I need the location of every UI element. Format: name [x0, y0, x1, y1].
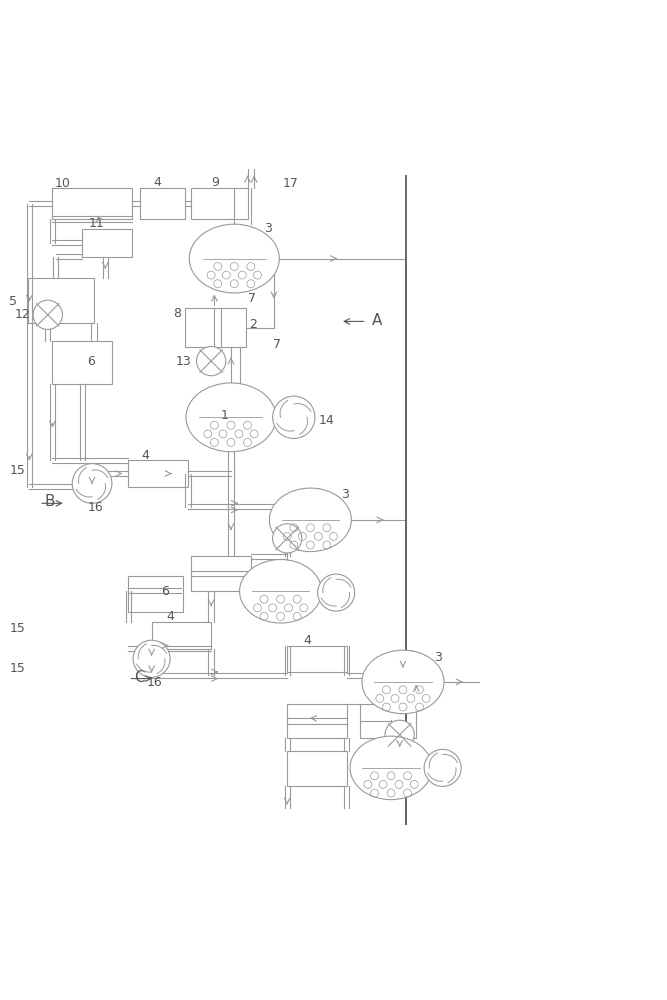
- Text: 1: 1: [221, 409, 229, 422]
- Text: 15: 15: [9, 662, 25, 675]
- Text: 2: 2: [249, 318, 257, 331]
- Bar: [185, 308, 245, 347]
- Ellipse shape: [189, 224, 279, 293]
- Text: B: B: [45, 494, 55, 509]
- Text: 7: 7: [273, 338, 281, 351]
- Bar: [53, 341, 112, 384]
- Circle shape: [273, 524, 301, 553]
- Ellipse shape: [186, 383, 276, 452]
- Ellipse shape: [350, 736, 432, 800]
- Bar: [151, 622, 211, 649]
- Bar: [82, 229, 132, 257]
- Text: A: A: [372, 313, 382, 328]
- Text: 9: 9: [211, 176, 219, 189]
- Bar: [129, 576, 183, 612]
- Text: 16: 16: [87, 501, 103, 514]
- Text: 6: 6: [87, 355, 95, 368]
- Circle shape: [385, 720, 414, 749]
- Text: C: C: [134, 670, 144, 685]
- Text: 10: 10: [55, 177, 70, 190]
- Text: 13: 13: [176, 355, 192, 368]
- Circle shape: [273, 396, 315, 438]
- Bar: [287, 646, 347, 672]
- Text: 3: 3: [264, 222, 272, 235]
- Text: 4: 4: [303, 634, 311, 647]
- Circle shape: [72, 464, 112, 503]
- Bar: [28, 278, 94, 323]
- Text: 15: 15: [9, 622, 25, 635]
- Text: 3: 3: [434, 651, 442, 664]
- Circle shape: [33, 300, 63, 329]
- Bar: [53, 188, 132, 219]
- Text: 4: 4: [153, 176, 161, 189]
- Circle shape: [133, 640, 170, 677]
- Text: 7: 7: [247, 292, 255, 305]
- Text: 11: 11: [89, 217, 105, 230]
- Ellipse shape: [269, 488, 352, 552]
- Text: 14: 14: [319, 414, 335, 427]
- Text: 4: 4: [141, 449, 149, 462]
- Circle shape: [317, 574, 355, 611]
- Ellipse shape: [239, 560, 321, 623]
- Circle shape: [424, 749, 461, 786]
- Ellipse shape: [362, 650, 444, 714]
- Bar: [139, 188, 185, 219]
- Bar: [287, 751, 347, 786]
- Bar: [129, 460, 188, 487]
- Text: 15: 15: [9, 464, 25, 477]
- Circle shape: [197, 346, 225, 376]
- Text: 16: 16: [147, 676, 163, 689]
- Bar: [287, 704, 347, 738]
- Text: 17: 17: [283, 177, 298, 190]
- Bar: [191, 188, 247, 219]
- Text: 8: 8: [173, 307, 181, 320]
- Bar: [360, 704, 416, 738]
- Bar: [191, 556, 251, 591]
- Text: 3: 3: [342, 488, 350, 501]
- Text: 5: 5: [9, 295, 17, 308]
- Text: 12: 12: [15, 308, 31, 321]
- Text: 4: 4: [167, 610, 175, 623]
- Text: 6: 6: [161, 585, 169, 598]
